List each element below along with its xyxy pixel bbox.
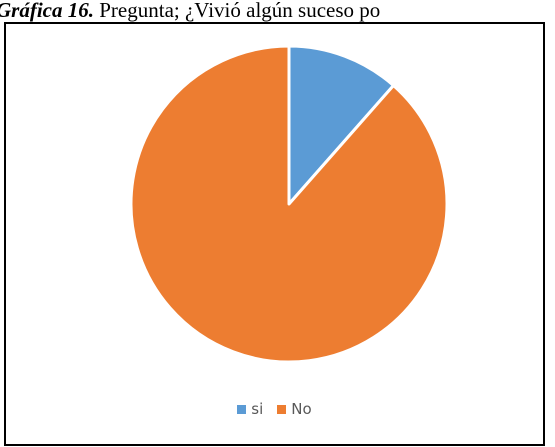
legend-swatch bbox=[277, 404, 287, 414]
legend-item-no: No bbox=[277, 400, 312, 418]
legend-swatch bbox=[237, 404, 247, 414]
pie-slice-no bbox=[129, 44, 449, 364]
pie-chart bbox=[129, 44, 449, 364]
caption-label: Gráfica 16. bbox=[0, 0, 94, 22]
pie-slice-si bbox=[287, 44, 395, 206]
legend-label: No bbox=[291, 400, 312, 418]
figure-caption: Gráfica 16. Pregunta; ¿Vivió algún suces… bbox=[0, 0, 555, 22]
chart-legend: si No bbox=[6, 400, 543, 418]
caption-text: Pregunta; ¿Vivió algún suceso po bbox=[94, 0, 381, 22]
chart-frame: si No bbox=[4, 22, 545, 446]
legend-label: si bbox=[251, 400, 264, 418]
legend-item-si: si bbox=[237, 400, 263, 418]
